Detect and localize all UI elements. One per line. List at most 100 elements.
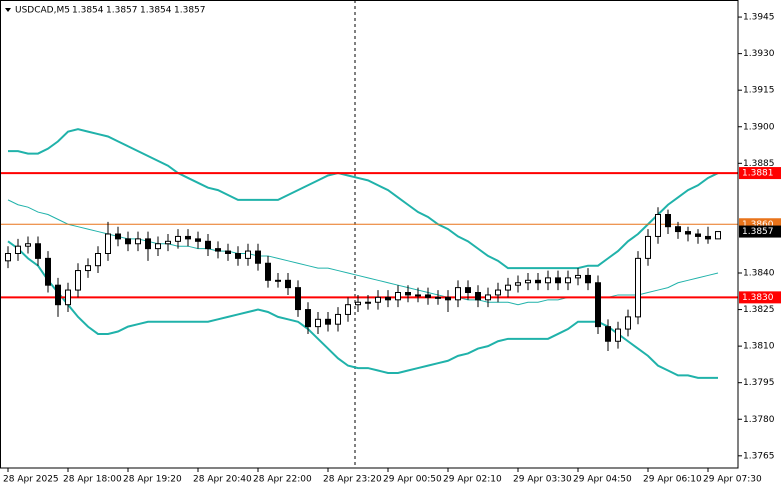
candle-body — [445, 296, 451, 301]
candle-body — [125, 238, 131, 245]
candle-body — [215, 248, 221, 252]
candle-body — [5, 253, 11, 262]
candle-body — [325, 318, 331, 325]
candle-body — [275, 279, 281, 282]
candle-body — [645, 235, 651, 259]
x-tick-label: 28 Apr 22:00 — [253, 475, 312, 485]
candle-body — [75, 270, 81, 291]
candle-body — [575, 274, 581, 279]
candle-body — [625, 316, 631, 330]
candle-body — [435, 296, 441, 299]
level-label: 1.3881 — [742, 169, 774, 179]
x-tick-label: 29 Apr 06:10 — [643, 475, 702, 485]
chart-title: USDCAD,M5 — [15, 6, 70, 16]
candle-body — [465, 287, 471, 293]
candle-body — [15, 245, 21, 254]
candle-body — [365, 301, 371, 304]
candle-body — [175, 235, 181, 242]
candle-body — [25, 243, 31, 247]
candle-body — [405, 292, 411, 296]
candle-body — [95, 253, 101, 267]
candle-body — [615, 328, 621, 342]
candle-body — [315, 318, 321, 328]
candle-body — [255, 250, 261, 264]
y-tick-label: 1.3795 — [743, 378, 775, 388]
level-label-bg — [739, 291, 781, 304]
candle-body — [205, 240, 211, 250]
header-price: 1.3857 — [106, 6, 138, 16]
candle-body — [295, 287, 301, 311]
y-tick-label: 1.3945 — [743, 13, 775, 23]
candle-body — [635, 257, 641, 318]
candle-body — [515, 282, 521, 286]
candle-body — [495, 289, 501, 296]
candle-body — [225, 250, 231, 254]
candle-body — [45, 257, 51, 286]
candle-body — [185, 235, 191, 240]
candle-body — [245, 250, 251, 259]
candle-body — [345, 304, 351, 315]
candle-body — [105, 233, 111, 254]
candle-body — [415, 294, 421, 297]
candle-body — [695, 233, 701, 237]
y-tick-label: 1.3810 — [743, 342, 775, 352]
candle-body — [485, 294, 491, 301]
candle-body — [375, 296, 381, 303]
menu-arrow[interactable] — [5, 8, 11, 12]
candle-body — [475, 292, 481, 301]
level-label: 1.3860 — [742, 220, 774, 230]
candle-body — [665, 214, 671, 228]
x-tick-label: 28 Apr 23:20 — [323, 475, 382, 485]
candle-body — [145, 238, 151, 250]
x-tick-label: 28 Apr 18:00 — [63, 475, 122, 485]
candle-body — [305, 309, 311, 328]
candle-body — [545, 277, 551, 284]
candle-body — [135, 238, 141, 245]
candle-body — [55, 284, 61, 306]
candle-body — [655, 214, 661, 237]
candle-body — [425, 294, 431, 298]
y-tick-label: 1.3765 — [743, 451, 775, 461]
band-upper — [8, 128, 719, 270]
y-tick-label: 1.3840 — [743, 269, 775, 279]
header-price: 1.3854 — [140, 6, 172, 16]
y-tick-label: 1.3900 — [743, 122, 775, 132]
candle-body — [555, 277, 561, 284]
candle-body — [685, 231, 691, 235]
y-tick-label: 1.3930 — [743, 49, 775, 59]
candle-body — [715, 231, 721, 240]
x-tick-label: 28 Apr 20:40 — [193, 475, 252, 485]
x-tick-label: 28 Apr 19:20 — [123, 475, 182, 485]
level-label: 1.3830 — [742, 293, 774, 303]
x-tick-label: 29 Apr 07:30 — [703, 475, 762, 485]
x-tick-label: 29 Apr 04:50 — [573, 475, 632, 485]
candle-body — [385, 296, 391, 301]
candle-body — [705, 235, 711, 240]
candle-body — [235, 253, 241, 259]
candle-body — [335, 313, 341, 325]
candle-body — [155, 243, 161, 250]
candle-body — [165, 240, 171, 245]
header-price: 1.3857 — [174, 6, 206, 16]
candle-body — [355, 301, 361, 306]
candle-body — [525, 279, 531, 284]
x-tick-label: 29 Apr 02:10 — [443, 475, 502, 485]
header-price: 1.3854 — [72, 6, 104, 16]
candle-body — [595, 282, 601, 328]
candle-body — [285, 279, 291, 289]
x-tick-label: 29 Apr 00:50 — [383, 475, 442, 485]
candle-body — [395, 292, 401, 301]
candle-body — [115, 233, 121, 240]
candle-body — [65, 289, 71, 306]
candle-body — [455, 287, 461, 301]
candle-body — [195, 238, 201, 242]
y-tick-label: 1.3885 — [743, 159, 775, 169]
candle-body — [85, 265, 91, 272]
candle-body — [535, 279, 541, 284]
y-tick-label: 1.3780 — [743, 415, 775, 425]
candle-body — [505, 284, 511, 291]
candle-body — [605, 326, 611, 342]
price-label: 1.3857 — [742, 227, 774, 237]
